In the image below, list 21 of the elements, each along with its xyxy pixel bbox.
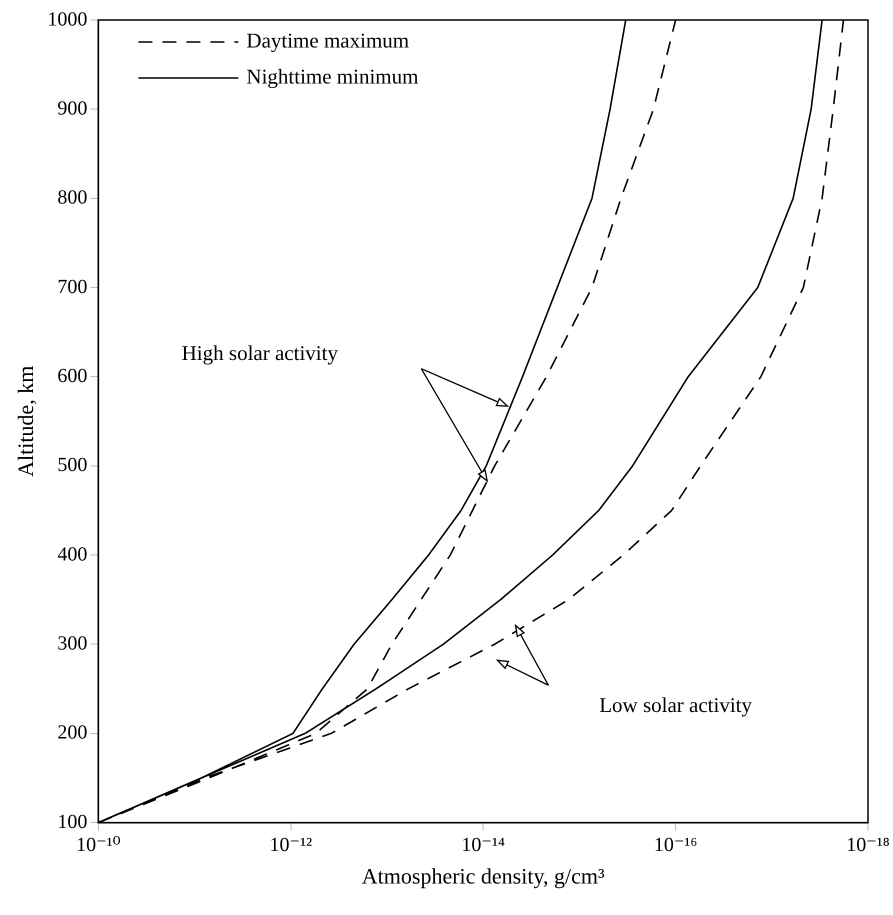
y-tick-label: 400 — [57, 543, 88, 566]
y-tick-label: 800 — [57, 186, 88, 209]
y-tick-label: 500 — [57, 454, 88, 476]
y-tick-label: 200 — [57, 722, 88, 744]
x-tick-label: 10⁻¹⁶ — [654, 834, 698, 856]
y-tick-label: 300 — [57, 632, 88, 654]
y-tick-label: 700 — [57, 276, 88, 298]
x-axis-title: Atmospheric density, g/cm³ — [362, 864, 606, 889]
y-tick-label: 600 — [57, 364, 88, 387]
x-tick-label: 10⁻¹² — [270, 834, 312, 856]
legend-label: Nighttime minimum — [246, 64, 418, 89]
x-tick-label: 10⁻¹⁴ — [461, 834, 505, 856]
y-axis-title: Altitude, km — [12, 366, 38, 477]
annotation: Low solar activity — [599, 693, 752, 718]
y-tick-label: 100 — [57, 810, 88, 833]
y-tick-label: 900 — [57, 97, 88, 120]
annotation: High solar activity — [182, 340, 338, 365]
x-tick-label: 10⁻¹⁰ — [76, 834, 121, 856]
x-tick-label: 10⁻¹⁸ — [846, 834, 890, 856]
legend-label: Daytime maximum — [246, 28, 410, 53]
y-tick-label: 1000 — [47, 8, 88, 30]
